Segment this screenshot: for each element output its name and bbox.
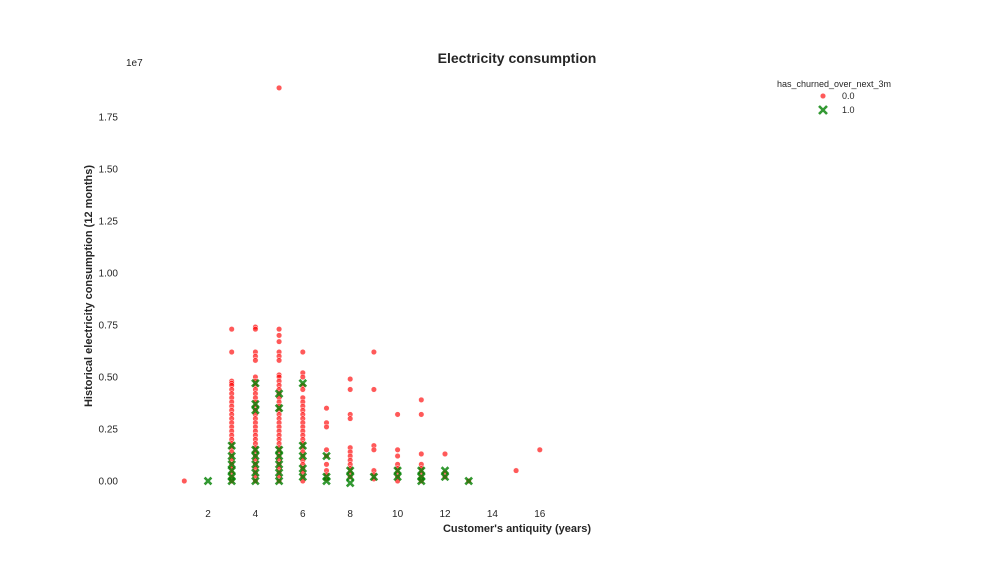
data-point	[464, 476, 474, 486]
data-point	[274, 460, 284, 469]
data-point	[252, 357, 259, 364]
legend-marker	[818, 105, 828, 115]
data-point	[370, 348, 377, 356]
data-point	[181, 477, 188, 485]
y-tick-label: 0.75	[99, 321, 119, 332]
data-points	[181, 84, 543, 488]
data-point	[440, 472, 450, 482]
data-point	[298, 472, 308, 482]
data-point	[276, 357, 283, 364]
data-point	[298, 451, 308, 461]
data-point	[251, 451, 260, 461]
data-point	[370, 446, 377, 453]
y-tick-label: 1.25	[99, 217, 119, 228]
data-point	[347, 376, 354, 383]
data-point	[252, 326, 259, 333]
y-tick-label: 1.00	[99, 269, 119, 280]
y-tick-label: 0.25	[99, 425, 119, 436]
y-tick-label: 0.00	[99, 477, 119, 488]
data-point	[323, 405, 330, 412]
data-point	[323, 446, 330, 453]
data-point	[299, 386, 306, 393]
data-point	[298, 378, 308, 388]
legend-label: 0.0	[842, 91, 855, 101]
legend-label: 1.0	[842, 105, 855, 115]
legend: has_churned_over_next_3m 0.0 1.0	[777, 79, 891, 115]
legend-marker	[819, 92, 827, 100]
x-tick-label: 12	[439, 509, 451, 520]
data-point	[227, 441, 237, 450]
x-tick-label: 16	[534, 509, 546, 520]
data-point	[274, 389, 284, 398]
data-point	[323, 423, 330, 430]
data-point	[299, 348, 306, 356]
data-point	[394, 446, 401, 453]
x-tick-label: 8	[347, 509, 353, 520]
data-point	[369, 472, 379, 482]
data-point	[276, 84, 283, 91]
data-point	[370, 386, 377, 393]
y-tick-label: 0.50	[99, 373, 119, 384]
data-point	[251, 468, 260, 477]
data-point	[298, 464, 308, 473]
x-tick-label: 6	[300, 509, 306, 520]
data-point	[203, 476, 213, 486]
data-point	[251, 405, 260, 415]
data-point	[418, 411, 425, 418]
y-tick-label: 1.75	[99, 113, 119, 124]
x-tick-labels: 2 4 6 8 10 12 14 16	[205, 509, 546, 520]
data-point	[513, 467, 520, 474]
x-axis-label: Customer's antiquity (years)	[443, 523, 591, 535]
data-point	[418, 450, 425, 458]
data-point	[416, 476, 426, 486]
data-point	[394, 411, 401, 418]
y-axis-label: Historical electricity consumption (12 m…	[83, 165, 95, 407]
chart-title: Electricity consumption	[438, 50, 597, 66]
data-point	[251, 378, 260, 388]
data-point	[228, 326, 235, 333]
y-offset-label: 1e7	[126, 58, 143, 69]
data-point	[322, 476, 331, 486]
x-tick-label: 2	[205, 509, 211, 520]
data-point	[228, 348, 235, 356]
y-tick-label: 1.50	[99, 165, 119, 176]
data-point	[251, 460, 260, 469]
x-tick-label: 4	[253, 509, 259, 520]
data-point	[322, 451, 331, 461]
data-point	[299, 373, 306, 381]
data-point	[274, 451, 284, 461]
x-tick-label: 10	[392, 509, 404, 520]
data-point	[345, 478, 355, 488]
data-point	[441, 450, 449, 458]
data-point	[347, 415, 354, 422]
data-point	[536, 446, 543, 453]
data-point	[227, 451, 237, 461]
data-point	[298, 441, 308, 450]
data-point	[276, 338, 283, 345]
data-point	[251, 476, 260, 486]
data-point	[274, 403, 284, 413]
y-tick-labels: 0.00 0.25 0.50 0.75 1.00 1.25 1.50 1.75	[99, 113, 119, 488]
data-point	[274, 468, 284, 477]
data-point	[323, 461, 330, 468]
data-point	[276, 332, 283, 339]
legend-title: has_churned_over_next_3m	[777, 79, 891, 89]
data-point	[227, 476, 237, 486]
data-point	[418, 396, 425, 403]
data-point	[393, 472, 402, 482]
data-point	[276, 326, 283, 333]
x-tick-label: 14	[487, 509, 499, 520]
data-point	[347, 386, 354, 393]
data-point	[274, 476, 284, 486]
data-point	[394, 452, 401, 460]
